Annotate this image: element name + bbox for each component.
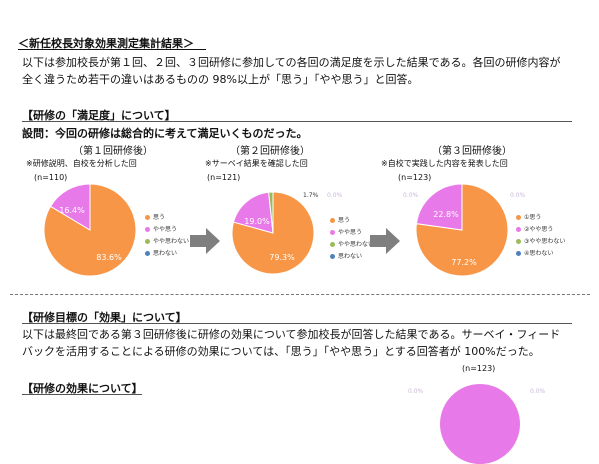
chart-3-faint-label-1: 0.0% bbox=[403, 192, 419, 199]
legend-label: 思う bbox=[153, 214, 166, 221]
legend-swatch bbox=[145, 239, 150, 244]
legend-swatch bbox=[516, 239, 521, 244]
legend-swatch bbox=[145, 227, 150, 232]
legend-item: ②やや思う bbox=[516, 224, 553, 233]
satisfaction-heading: 【研修の「満足度」について】 bbox=[22, 109, 176, 122]
legend-item: やや思わない bbox=[145, 236, 189, 245]
effect-heading: 【研修目標の「効果」について】 bbox=[22, 311, 187, 324]
intro-line-1: 以下は参加校長が第１回、２回、３回研修に参加しての各回の満足度を示した結果である… bbox=[22, 56, 561, 69]
right-arrow-icon bbox=[190, 228, 220, 254]
legend-swatch bbox=[516, 227, 521, 232]
effect-study-rule bbox=[22, 394, 142, 395]
chart-2-label-somewhat: 19.0% bbox=[244, 217, 270, 226]
chart-3-title: （第３回研修後） bbox=[432, 146, 512, 157]
chart-2-slices bbox=[231, 191, 315, 275]
chart-2-faint-label: 0.0% bbox=[327, 192, 343, 199]
legend-swatch bbox=[516, 215, 521, 220]
chart-2-label-small: 1.7% bbox=[303, 192, 319, 199]
legend-label: ③やや思わない bbox=[524, 238, 566, 245]
legend-swatch bbox=[145, 251, 150, 256]
legend-label: やや思う bbox=[338, 229, 363, 236]
legend-item: やや思う bbox=[145, 224, 177, 233]
legend-item: やや思う bbox=[330, 227, 362, 236]
chart-2-n: (n=121) bbox=[207, 173, 241, 182]
pie-slice-3 bbox=[268, 191, 274, 234]
legend-swatch bbox=[330, 242, 335, 247]
effect-rule bbox=[22, 323, 572, 324]
chart-2-label-agree: 79.3% bbox=[269, 253, 295, 262]
legend-item: 思う bbox=[330, 215, 350, 224]
chart-1-label-agree: 83.6% bbox=[96, 253, 122, 262]
chart-2-title: （第２回研修後） bbox=[230, 146, 310, 157]
legend-label: ④思わない bbox=[524, 250, 554, 257]
chart-1-title: （第１回研修後） bbox=[73, 146, 153, 157]
chart-3-pie: 77.2% 22.8% bbox=[415, 183, 509, 277]
legend-swatch bbox=[330, 254, 335, 259]
chart-3-faint-label-2: 0.0% bbox=[510, 192, 526, 199]
bottom-faint-label-2: 0.0% bbox=[530, 388, 546, 395]
pie-slice-2 bbox=[49, 183, 91, 231]
effect-line-1: 以下は最終回である第３回研修後に研修の効果について参加校長が回答した結果である。… bbox=[22, 328, 561, 341]
legend-item: ④思わない bbox=[516, 248, 553, 257]
chart-3-note: ※自校で実践した内容を発表した回 bbox=[381, 159, 508, 168]
legend-item: ①思う bbox=[516, 212, 541, 221]
bottom-pie-top bbox=[440, 384, 520, 464]
intro-line-2: 全く違うため若干の違いはあるものの 98%以上が「思う」「やや思う」と回答。 bbox=[22, 73, 419, 86]
chart-3-label-agree: 77.2% bbox=[451, 258, 477, 267]
legend-label: やや思わない bbox=[153, 238, 190, 245]
chart-2-pie: 79.3% 19.0% bbox=[231, 191, 315, 275]
legend-item: 思わない bbox=[145, 248, 177, 257]
chart-3-slices bbox=[415, 183, 509, 277]
chart-3-label-somewhat: 22.8% bbox=[433, 210, 459, 219]
legend-label: やや思う bbox=[153, 226, 178, 233]
legend-item: やや思わない bbox=[330, 239, 374, 248]
legend-label: 思わない bbox=[153, 250, 178, 257]
section-divider bbox=[10, 294, 590, 295]
effect-line-2: バックを活用することによる研修の効果については、「思う」「やや思う」とする回答者… bbox=[22, 345, 540, 358]
legend-item: 思わない bbox=[330, 251, 362, 260]
chart-1-slices bbox=[43, 183, 137, 277]
right-arrow-icon bbox=[370, 228, 400, 254]
page-heading: ＜新任校長対象効果測定集計結果＞ bbox=[18, 37, 194, 50]
legend-label: 思わない bbox=[338, 253, 363, 260]
chart-2-note: ※サーベイ結果を確認した回 bbox=[205, 159, 308, 168]
chart-3-n: (n=123) bbox=[398, 173, 432, 182]
satisfaction-rule bbox=[22, 121, 572, 122]
legend-item: 思う bbox=[145, 212, 165, 221]
chart-1-pie: 83.6% 16.4% bbox=[43, 183, 137, 277]
legend-swatch bbox=[330, 230, 335, 235]
bottom-chart-n: (n=123) bbox=[462, 364, 496, 373]
legend-label: やや思わない bbox=[338, 241, 375, 248]
legend-swatch bbox=[330, 218, 335, 223]
satisfaction-question: 設問：今回の研修は総合的に考えて満足いくものだった。 bbox=[22, 127, 308, 140]
pie-slice-2 bbox=[232, 191, 274, 234]
legend-label: ②やや思う bbox=[524, 226, 554, 233]
chart-1-note: ※研修説明、自校を分析した回 bbox=[26, 159, 137, 168]
legend-swatch bbox=[516, 251, 521, 256]
pie-slice-2 bbox=[415, 183, 463, 231]
bottom-faint-label-1: 0.0% bbox=[408, 388, 424, 395]
legend-label: ①思う bbox=[524, 214, 542, 221]
heading-underline bbox=[18, 49, 206, 50]
legend-swatch bbox=[145, 215, 150, 220]
chart-1-n: (n=110) bbox=[34, 173, 68, 182]
chart-1-label-somewhat: 16.4% bbox=[59, 206, 85, 215]
legend-label: 思う bbox=[338, 217, 351, 224]
legend-item: ③やや思わない bbox=[516, 236, 565, 245]
pie-slice-1 bbox=[231, 191, 315, 275]
effect-study-heading: 【研修の効果について】 bbox=[22, 382, 143, 395]
